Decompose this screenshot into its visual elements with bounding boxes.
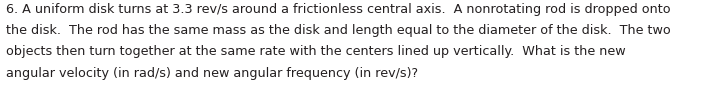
Text: 6. A uniform disk turns at 3.3 rev/s around a frictionless central axis.  A nonr: 6. A uniform disk turns at 3.3 rev/s aro… xyxy=(6,3,670,16)
Text: objects then turn together at the same rate with the centers lined up vertically: objects then turn together at the same r… xyxy=(6,46,625,59)
Text: the disk.  The rod has the same mass as the disk and length equal to the diamete: the disk. The rod has the same mass as t… xyxy=(6,24,670,37)
Text: angular velocity (in rad/s) and new angular frequency (in rev/s)?: angular velocity (in rad/s) and new angu… xyxy=(6,67,418,80)
